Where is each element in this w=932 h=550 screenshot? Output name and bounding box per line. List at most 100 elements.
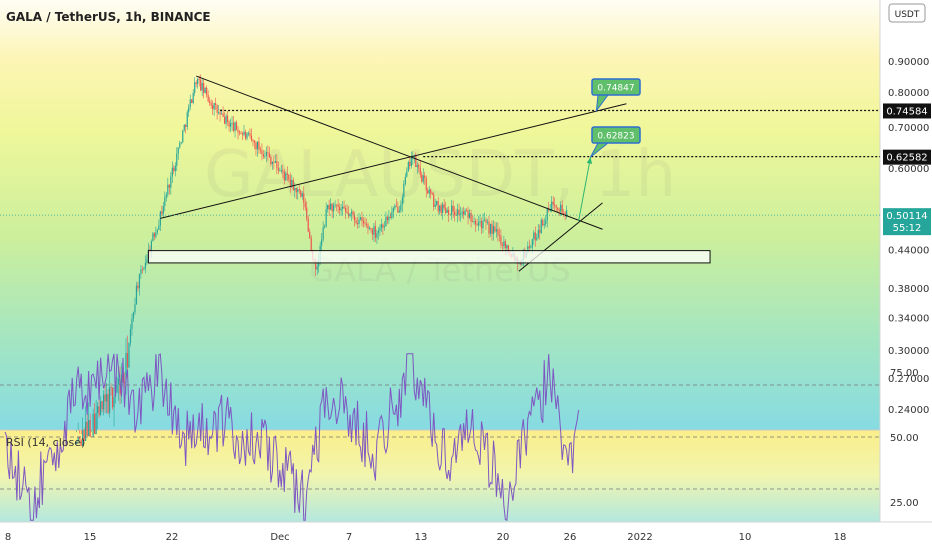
candle-body (141, 269, 144, 271)
candle-body (179, 143, 181, 148)
candle-body (356, 223, 359, 224)
candle-body (194, 82, 196, 93)
price-tick-label: 0.27000 (888, 374, 929, 385)
drawings-layer: 0.74847 0.62823 (147, 75, 880, 272)
time-tick-label: 20 (497, 532, 510, 543)
candle-body (564, 212, 566, 217)
candle-body (97, 406, 99, 413)
candle-body (331, 203, 333, 212)
candle-body (110, 387, 112, 389)
candle-body (159, 211, 161, 226)
candle-body (298, 189, 300, 191)
candle-body (403, 183, 405, 198)
candle-body (301, 193, 303, 197)
candle-body (428, 189, 430, 194)
ascending-trendline (160, 103, 627, 219)
rsi-title: RSI (14, close) (6, 436, 85, 449)
candle-body (391, 212, 393, 219)
candle-body (246, 133, 248, 139)
candle-body (237, 130, 239, 133)
candle-body (82, 429, 84, 446)
candle-body (327, 204, 329, 210)
candle-body (240, 133, 242, 135)
candle-body (341, 206, 344, 209)
candle-body (543, 223, 545, 226)
callout-label: 0.74847 (597, 84, 634, 94)
currency-button[interactable]: USDT (888, 3, 926, 23)
candle-body (434, 204, 436, 207)
candle-body (277, 168, 279, 171)
candle-body (123, 382, 126, 384)
candle-body (540, 219, 542, 233)
candle-body (494, 226, 496, 232)
candle-body (249, 133, 251, 136)
candle-body (247, 133, 250, 135)
candle-body (421, 174, 423, 182)
price-tick-label: 0.24000 (888, 405, 929, 416)
time-tick-label: Dec (270, 532, 289, 543)
candle-body (315, 261, 317, 270)
candle-body (125, 352, 127, 383)
time-tick-label: 7 (346, 532, 352, 543)
candle-body (448, 209, 450, 215)
marker-price-label-bg (883, 103, 931, 119)
candle-body (436, 201, 438, 205)
marker-price-label: 0.74584 (886, 106, 927, 117)
candle-body (174, 165, 176, 172)
time-tick-label: 13 (415, 532, 428, 543)
candle-body (207, 94, 209, 102)
candle-body (459, 213, 462, 215)
candle-body (389, 216, 391, 219)
candle-body (558, 209, 560, 212)
candle-body (108, 387, 111, 413)
candle-body (104, 394, 106, 402)
candle-body (270, 156, 272, 164)
candle-body (180, 142, 182, 144)
rsi-line (4, 353, 580, 521)
candle-body (410, 158, 412, 167)
candle-body (229, 123, 232, 127)
candle-body (424, 175, 426, 179)
candle-body (409, 162, 411, 167)
candle-body (321, 239, 323, 246)
candle-body (365, 223, 368, 225)
symbol-title[interactable]: GALA / TetherUS, 1h, BINANCE (6, 10, 211, 24)
candle-body (162, 206, 164, 214)
current-price-label: 0.50114 (886, 211, 927, 222)
marker-price-label-bg (883, 149, 931, 165)
candle-body (253, 140, 256, 143)
price-tick-label: 0.44000 (888, 245, 929, 256)
candle-body (468, 213, 471, 218)
candle-body (422, 175, 424, 182)
candle-body (183, 125, 185, 131)
candle-body (197, 78, 199, 84)
candle-body (561, 204, 563, 213)
candle-body (442, 204, 444, 213)
candle-body (425, 178, 427, 191)
price-tick-label: 0.60000 (888, 164, 929, 175)
candle-body (201, 82, 203, 91)
candle-body (228, 121, 230, 127)
candle-body (530, 247, 532, 249)
candle-body (280, 170, 282, 172)
candle-body (198, 78, 200, 80)
candle-body (235, 122, 238, 131)
time-axis: 8 15 22 Dec 7 13 20 26 2022 10 18 (5, 532, 847, 543)
candle-body (349, 213, 351, 217)
candle-body (471, 221, 474, 223)
candle-body (359, 217, 362, 220)
candle-body (528, 246, 530, 248)
candle-body (388, 216, 390, 221)
candle-body (534, 232, 536, 241)
candle-body (271, 161, 273, 164)
candle-body (83, 429, 85, 441)
candle-body (223, 116, 226, 124)
candle-body (462, 211, 465, 215)
candle-body (419, 167, 421, 175)
candle-body (350, 211, 353, 214)
candle-body (373, 226, 375, 235)
candle-body (204, 87, 206, 93)
watermark-ticker: GALAUSDT, 1h (204, 138, 676, 212)
candle-body (161, 211, 163, 214)
